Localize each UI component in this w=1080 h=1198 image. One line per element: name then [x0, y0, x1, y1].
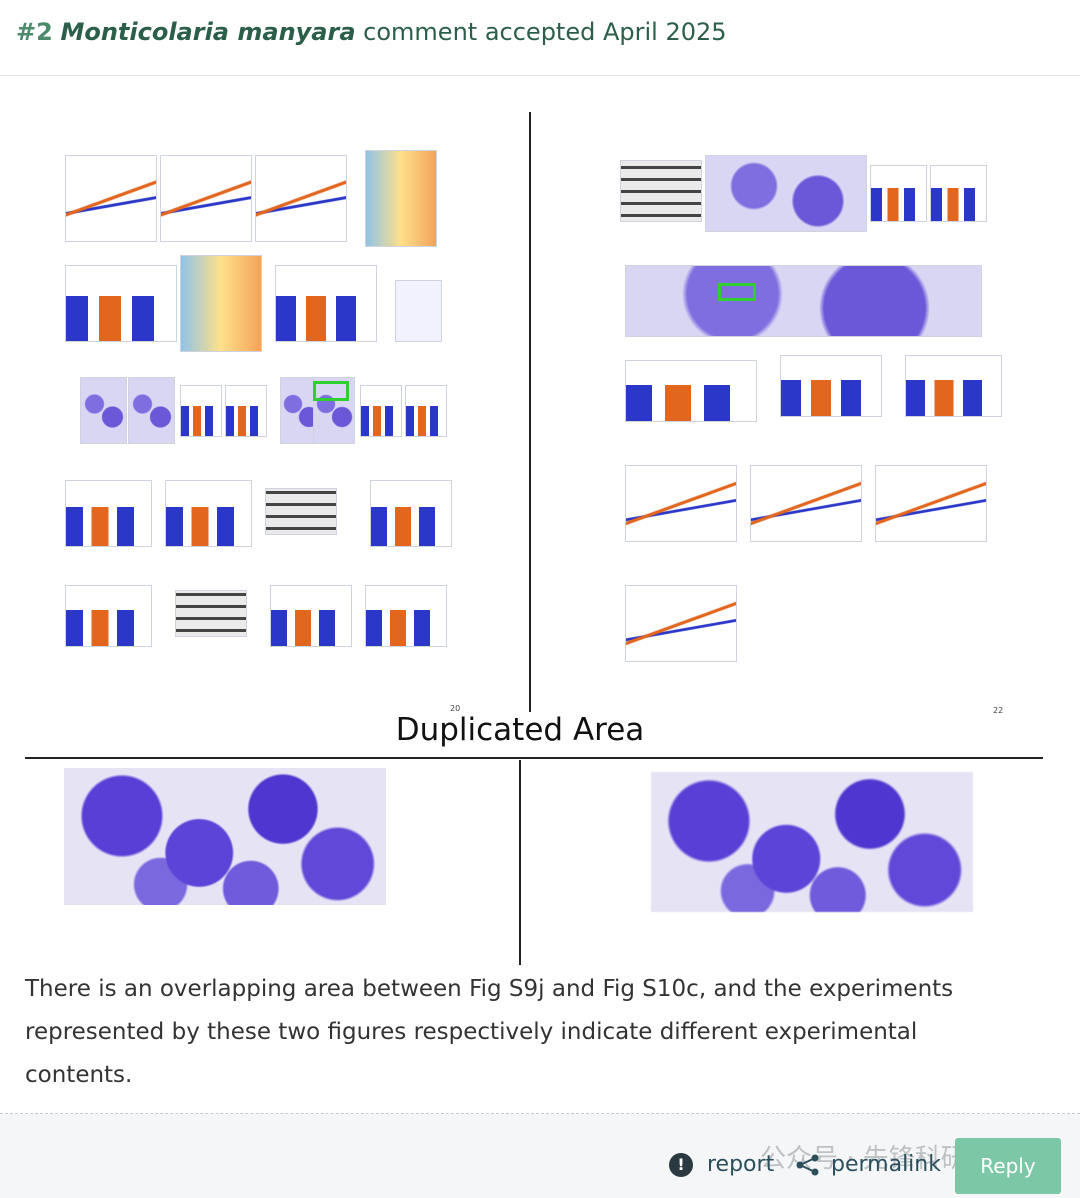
bar-chart [270, 585, 352, 647]
bar-chart [365, 585, 447, 647]
comment-status: comment accepted April 2025 [363, 18, 727, 46]
box-plot [395, 280, 442, 342]
highlight-box [718, 283, 756, 301]
footer-separator [0, 1113, 1080, 1114]
crop-image-right [651, 772, 973, 912]
western-blot [620, 160, 702, 222]
bar-chart [65, 480, 152, 547]
permalink-link[interactable]: permalink [795, 1152, 941, 1177]
western-blot [265, 488, 337, 535]
bar-chart [275, 265, 377, 342]
comment-header: #2 Monticolaria manyara comment accepted… [0, 0, 1080, 76]
report-label: report [707, 1152, 775, 1177]
page-number-right: 22 [993, 706, 1004, 715]
line-chart [750, 465, 862, 542]
comment-number: #2 [16, 18, 53, 46]
microscopy-image [625, 265, 982, 337]
comment-footer [0, 1114, 1080, 1198]
exclamation-circle-icon: ! [669, 1152, 693, 1177]
comment-title: #2 Monticolaria manyara comment accepted… [16, 18, 727, 46]
heatmap [180, 255, 262, 352]
share-icon [796, 1154, 819, 1175]
microscopy-image [80, 377, 127, 444]
bar-chart [905, 355, 1002, 417]
page-number-left: 20 [450, 704, 461, 713]
western-blot [175, 590, 247, 637]
section-divider [25, 757, 1043, 759]
bar-chart [65, 585, 152, 647]
figure-left-page [60, 140, 460, 700]
bar-chart [360, 385, 402, 437]
duplicated-area-title: Duplicated Area [395, 712, 645, 748]
line-chart [625, 465, 737, 542]
highlight-box [313, 381, 349, 401]
microscopy-image [128, 377, 175, 444]
bar-chart [225, 385, 267, 437]
comment-body: There is an overlapping area between Fig… [25, 976, 954, 1088]
heatmap [365, 150, 437, 247]
bar-chart [65, 265, 177, 342]
bar-chart [405, 385, 447, 437]
bar-chart [625, 360, 757, 422]
bar-chart [180, 385, 222, 437]
crop-image-left [64, 768, 386, 905]
bar-chart [165, 480, 252, 547]
crop-divider [519, 760, 521, 965]
watermark-text: 公众号 · 先锋科研 [760, 1144, 967, 1174]
comment-author[interactable]: Monticolaria manyara [60, 18, 356, 46]
permalink-label: permalink [831, 1152, 941, 1177]
gsea-plot [255, 155, 347, 242]
bar-chart [780, 355, 882, 417]
gsea-plot [160, 155, 252, 242]
figure-right-page [605, 140, 1005, 700]
reply-button[interactable]: Reply [955, 1138, 1061, 1194]
microscopy-image [705, 155, 867, 232]
figure-divider [529, 112, 531, 712]
report-link[interactable]: ! report [669, 1152, 774, 1177]
line-chart [625, 585, 737, 662]
bar-chart [930, 165, 987, 222]
bar-chart [870, 165, 927, 222]
bar-chart [370, 480, 452, 547]
line-chart [875, 465, 987, 542]
gsea-plot [65, 155, 157, 242]
